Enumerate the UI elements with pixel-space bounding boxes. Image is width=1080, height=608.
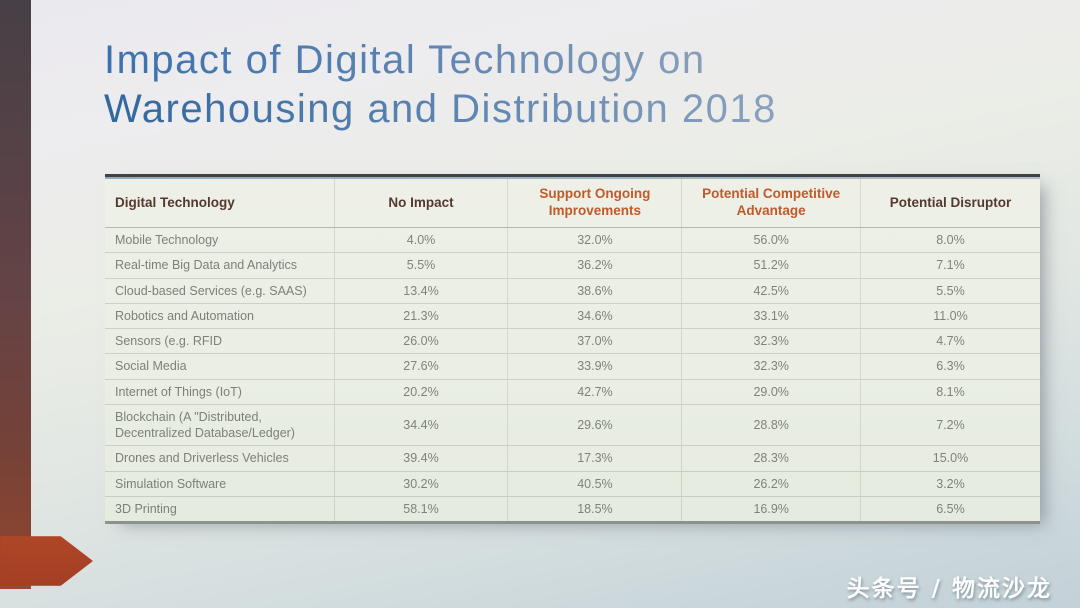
- percentage-cell: 33.1%: [681, 303, 861, 330]
- percentage-cell: 42.5%: [681, 278, 861, 304]
- percentage-cell: 17.3%: [507, 445, 682, 472]
- percentage-cell: 32.3%: [681, 328, 861, 355]
- table-row: Mobile Technology 4.0% 32.0% 56.0% 8.0%: [105, 227, 1040, 254]
- table-row: Blockchain (A "Distributed, Decentralize…: [105, 404, 1040, 447]
- percentage-cell: 42.7%: [507, 379, 682, 405]
- technology-cell: Mobile Technology: [105, 227, 335, 254]
- table-row: Real-time Big Data and Analytics 5.5% 36.2…: [105, 252, 1040, 279]
- percentage-cell: 15.0%: [859, 445, 1040, 472]
- percentage-cell: 58.1%: [333, 496, 508, 521]
- percentage-cell: 37.0%: [507, 328, 682, 355]
- percentage-cell: 6.3%: [859, 353, 1040, 380]
- technology-cell: Robotics and Automation: [105, 303, 335, 330]
- percentage-cell: 28.3%: [681, 445, 861, 472]
- percentage-cell: 40.5%: [507, 471, 682, 497]
- percentage-cell: 8.1%: [859, 379, 1040, 405]
- percentage-cell: 32.3%: [681, 353, 861, 380]
- technology-cell: Real-time Big Data and Analytics: [105, 252, 335, 279]
- percentage-cell: 34.4%: [333, 404, 508, 447]
- column-header-potential-competitive-advantage: Potential Competitive Advantage: [681, 179, 861, 228]
- column-header-no-impact: No Impact: [333, 179, 508, 228]
- table-row: Sensors (e.g. RFID 26.0% 37.0% 32.3% 4.7%: [105, 328, 1040, 355]
- percentage-cell: 27.6%: [333, 353, 508, 380]
- impact-table-container: Digital Technology No Impact Support Ong…: [105, 174, 1040, 524]
- technology-cell: Internet of Things (IoT): [105, 379, 335, 405]
- table-row: Internet of Things (IoT) 20.2% 42.7% 29.0% 8…: [105, 379, 1040, 405]
- table-row: Social Media 27.6% 33.9% 32.3% 6.3%: [105, 353, 1040, 380]
- technology-cell: Blockchain (A "Distributed, Decentralize…: [105, 404, 335, 447]
- table-body: Mobile Technology 4.0% 32.0% 56.0% 8.0% Real-…: [105, 227, 1040, 521]
- percentage-cell: 13.4%: [333, 278, 508, 304]
- table-row: 3D Printing 58.1% 18.5% 16.9% 6.5%: [105, 496, 1040, 521]
- percentage-cell: 21.3%: [333, 303, 508, 330]
- percentage-cell: 26.0%: [333, 328, 508, 355]
- technology-cell: Sensors (e.g. RFID: [105, 328, 335, 355]
- percentage-cell: 18.5%: [507, 496, 682, 521]
- percentage-cell: 26.2%: [681, 471, 861, 497]
- percentage-cell: 34.6%: [507, 303, 682, 330]
- percentage-cell: 29.6%: [507, 404, 682, 447]
- percentage-cell: 3.2%: [859, 471, 1040, 497]
- technology-cell: Simulation Software: [105, 471, 335, 497]
- percentage-cell: 33.9%: [507, 353, 682, 380]
- percentage-cell: 39.4%: [333, 445, 508, 472]
- percentage-cell: 5.5%: [859, 278, 1040, 304]
- table-row: Cloud-based Services (e.g. SAAS) 13.4% 38.…: [105, 278, 1040, 304]
- percentage-cell: 51.2%: [681, 252, 861, 279]
- percentage-cell: 32.0%: [507, 227, 682, 254]
- percentage-cell: 28.8%: [681, 404, 861, 447]
- percentage-cell: 4.0%: [333, 227, 508, 254]
- technology-cell: Social Media: [105, 353, 335, 380]
- percentage-cell: 38.6%: [507, 278, 682, 304]
- title-line-2: Warehousing and Distribution 2018: [104, 85, 777, 134]
- percentage-cell: 4.7%: [859, 328, 1040, 355]
- table-header-row: Digital Technology No Impact Support Ong…: [105, 179, 1040, 228]
- percentage-cell: 56.0%: [681, 227, 861, 254]
- impact-table: Digital Technology No Impact Support Ong…: [105, 179, 1040, 521]
- left-accent-bar: [0, 0, 31, 589]
- watermark-text: 头条号 / 物流沙龙: [846, 576, 1052, 602]
- red-arrow-shape: [0, 536, 93, 586]
- table-row: Simulation Software 30.2% 40.5% 26.2% 3.2%: [105, 471, 1040, 497]
- percentage-cell: 11.0%: [859, 303, 1040, 330]
- column-header-support-ongoing-improvements: Support Ongoing Improvements: [507, 179, 682, 228]
- slide-title: Impact of Digital Technology on Warehous…: [104, 36, 777, 134]
- percentage-cell: 5.5%: [333, 252, 508, 279]
- technology-cell: Drones and Driverless Vehicles: [105, 445, 335, 472]
- percentage-cell: 6.5%: [859, 496, 1040, 521]
- percentage-cell: 29.0%: [681, 379, 861, 405]
- technology-cell: 3D Printing: [115, 501, 177, 516]
- column-header-digital-technology: Digital Technology: [105, 179, 335, 228]
- table-row: Drones and Driverless Vehicles 39.4% 17.3%…: [105, 445, 1040, 472]
- column-header-potential-disruptor: Potential Disruptor: [859, 179, 1040, 228]
- percentage-cell: 7.2%: [859, 404, 1040, 447]
- percentage-cell: 8.0%: [859, 227, 1040, 254]
- percentage-cell: 16.9%: [681, 496, 861, 521]
- technology-cell: Cloud-based Services (e.g. SAAS): [105, 278, 335, 304]
- percentage-cell: 36.2%: [507, 252, 682, 279]
- percentage-cell: 7.1%: [859, 252, 1040, 279]
- percentage-cell: 20.2%: [333, 379, 508, 405]
- title-line-1: Impact of Digital Technology on: [104, 36, 777, 85]
- table-row: Robotics and Automation 21.3% 34.6% 33.1% 11…: [105, 303, 1040, 330]
- percentage-cell: 30.2%: [333, 471, 508, 497]
